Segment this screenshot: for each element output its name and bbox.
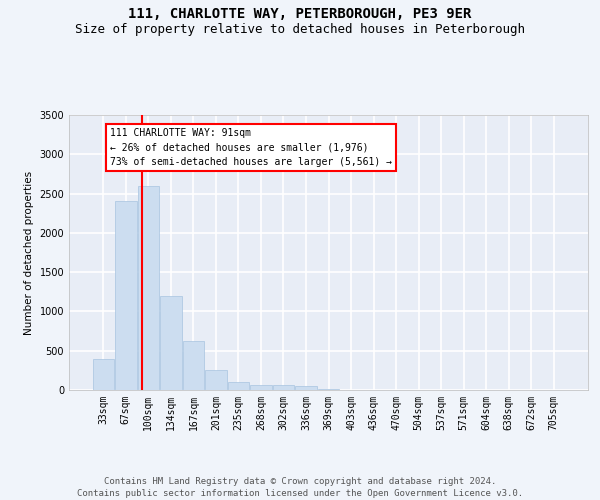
Text: 111, CHARLOTTE WAY, PETERBOROUGH, PE3 9ER: 111, CHARLOTTE WAY, PETERBOROUGH, PE3 9E… (128, 8, 472, 22)
Bar (115, 202, 137, 390)
Bar (295, 386, 317, 390)
Bar (205, 370, 227, 390)
Bar (182, 342, 204, 390)
Text: Contains HM Land Registry data © Crown copyright and database right 2024.: Contains HM Land Registry data © Crown c… (104, 477, 496, 486)
Bar (318, 389, 339, 390)
Bar (228, 382, 249, 390)
Bar (250, 384, 272, 390)
Text: Contains public sector information licensed under the Open Government Licence v3: Contains public sector information licen… (77, 488, 523, 498)
Bar (92, 358, 114, 390)
Text: 111 CHARLOTTE WAY: 91sqm
← 26% of detached houses are smaller (1,976)
73% of sem: 111 CHARLOTTE WAY: 91sqm ← 26% of detach… (110, 128, 392, 167)
Bar (160, 296, 182, 390)
Bar (273, 386, 294, 390)
Y-axis label: Number of detached properties: Number of detached properties (24, 170, 34, 334)
Text: Size of property relative to detached houses in Peterborough: Size of property relative to detached ho… (75, 22, 525, 36)
Bar (137, 186, 159, 390)
